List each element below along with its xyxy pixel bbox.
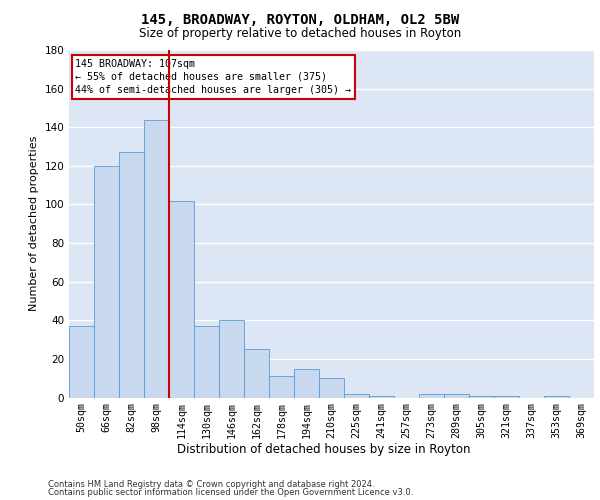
Bar xyxy=(94,166,119,398)
Bar xyxy=(494,396,519,398)
Bar xyxy=(344,394,369,398)
Bar xyxy=(294,368,319,398)
Bar xyxy=(194,326,219,398)
Bar xyxy=(319,378,344,398)
Text: 145 BROADWAY: 107sqm
← 55% of detached houses are smaller (375)
44% of semi-deta: 145 BROADWAY: 107sqm ← 55% of detached h… xyxy=(76,58,352,95)
Text: 145, BROADWAY, ROYTON, OLDHAM, OL2 5BW: 145, BROADWAY, ROYTON, OLDHAM, OL2 5BW xyxy=(141,12,459,26)
Bar xyxy=(219,320,244,398)
Text: Size of property relative to detached houses in Royton: Size of property relative to detached ho… xyxy=(139,28,461,40)
Y-axis label: Number of detached properties: Number of detached properties xyxy=(29,136,39,312)
Bar xyxy=(169,200,194,398)
Bar xyxy=(69,326,94,398)
Text: Contains HM Land Registry data © Crown copyright and database right 2024.: Contains HM Land Registry data © Crown c… xyxy=(48,480,374,489)
Text: Contains public sector information licensed under the Open Government Licence v3: Contains public sector information licen… xyxy=(48,488,413,497)
Bar xyxy=(269,376,294,398)
Bar xyxy=(369,396,394,398)
Text: Distribution of detached houses by size in Royton: Distribution of detached houses by size … xyxy=(177,442,471,456)
Bar xyxy=(119,152,144,398)
Bar xyxy=(144,120,169,398)
Bar xyxy=(469,396,494,398)
Bar xyxy=(444,394,469,398)
Bar xyxy=(244,349,269,398)
Bar xyxy=(419,394,444,398)
Bar xyxy=(544,396,569,398)
